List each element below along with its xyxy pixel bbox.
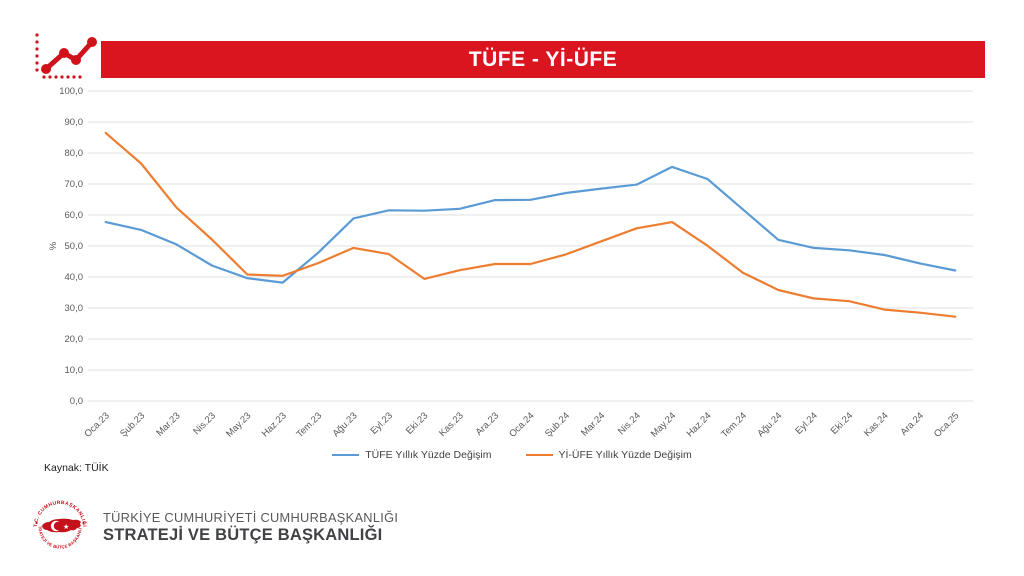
x-tick-label: Eyl.23 <box>369 410 395 436</box>
y-tick-label: 0,0 <box>70 396 83 407</box>
legend-item: TÜFE Yıllık Yüzde Değişim <box>332 449 492 461</box>
y-tick-label: 10,0 <box>65 365 84 376</box>
x-tick-label: Oca.25 <box>932 410 961 439</box>
legend-label: Yİ-ÜFE Yıllık Yüzde Değişim <box>558 449 692 461</box>
y-tick-label: 90,0 <box>65 117 84 128</box>
x-tick-label: Tem.24 <box>719 410 749 440</box>
y-tick-label: 80,0 <box>65 148 84 159</box>
line-chart-logo-icon <box>35 33 97 79</box>
footer-line2: STRATEJİ VE BÜTÇE BAŞKANLIĞI <box>103 525 383 544</box>
x-tick-label: Haz.23 <box>260 410 289 439</box>
x-tick-label: Mar.23 <box>154 410 182 438</box>
x-tick-label: Eki.24 <box>829 410 855 436</box>
y-tick-label: 70,0 <box>65 179 84 190</box>
legend-item: Yİ-ÜFE Yıllık Yüzde Değişim <box>525 449 692 461</box>
line-chart: 0,0 10,0 20,0 30,0 40,0 50,0 60,0 70,0 80,0 90,0 1… <box>0 80 1024 446</box>
footer-line1: TÜRKİYE CUMHURİYETİ CUMHURBAŞKANLIĞI <box>103 509 399 525</box>
legend-swatch <box>525 453 553 457</box>
x-tick-label: Şub.24 <box>543 410 572 439</box>
x-tick-label: Oca.23 <box>82 410 111 439</box>
x-tick-label: May.23 <box>224 410 253 439</box>
footer: T.C. CUMHURBAŞKANLIĞI STRATEJİ VE BÜTÇE … <box>30 497 398 557</box>
x-tick-label: Şub.23 <box>118 410 147 439</box>
y-tick-label: 100,0 <box>59 86 83 97</box>
x-tick-label: Nis.24 <box>616 410 643 437</box>
y-tick-label: 20,0 <box>65 334 84 345</box>
x-tick-label: Tem.23 <box>294 410 324 440</box>
y-axis-label: % <box>48 241 59 250</box>
source-note: Kaynak: TÜİK <box>44 462 109 474</box>
x-tick-label: Ara.24 <box>898 410 926 438</box>
x-tick-label: Oca.24 <box>507 410 536 439</box>
star-glyph: ★ <box>63 523 69 531</box>
y-tick-label: 40,0 <box>65 272 84 283</box>
legend-swatch <box>332 453 360 457</box>
x-tick-label: Kas.24 <box>862 410 891 439</box>
x-tick-label: Eyl.24 <box>793 410 819 436</box>
series-line <box>104 131 957 318</box>
x-tick-label: Eki.23 <box>404 410 430 436</box>
legend-label: TÜFE Yıllık Yüzde Değişim <box>365 449 492 461</box>
government-seal-icon: T.C. CUMHURBAŞKANLIĞI STRATEJİ VE BÜTÇE … <box>30 497 89 556</box>
x-tick-label: Mar.24 <box>579 410 607 438</box>
x-tick-label: May.24 <box>649 410 678 439</box>
y-tick-label: 60,0 <box>65 210 84 221</box>
x-tick-label: Ağu.24 <box>755 410 784 439</box>
title-bar: TÜFE - Yİ-ÜFE <box>101 41 985 78</box>
y-tick-label: 30,0 <box>65 303 84 314</box>
series-line <box>104 165 957 284</box>
x-tick-label: Ara.23 <box>474 410 502 438</box>
x-tick-label: Ağu.23 <box>331 410 360 439</box>
chart-legend: TÜFE Yıllık Yüzde Değişim Yİ-ÜFE Yıllık Y… <box>0 449 1024 461</box>
x-tick-label: Nis.23 <box>191 410 218 437</box>
x-tick-label: Haz.24 <box>685 410 714 439</box>
page-title: TÜFE - Yİ-ÜFE <box>468 47 618 71</box>
x-tick-label: Kas.23 <box>437 410 466 439</box>
y-tick-label: 50,0 <box>65 241 84 252</box>
